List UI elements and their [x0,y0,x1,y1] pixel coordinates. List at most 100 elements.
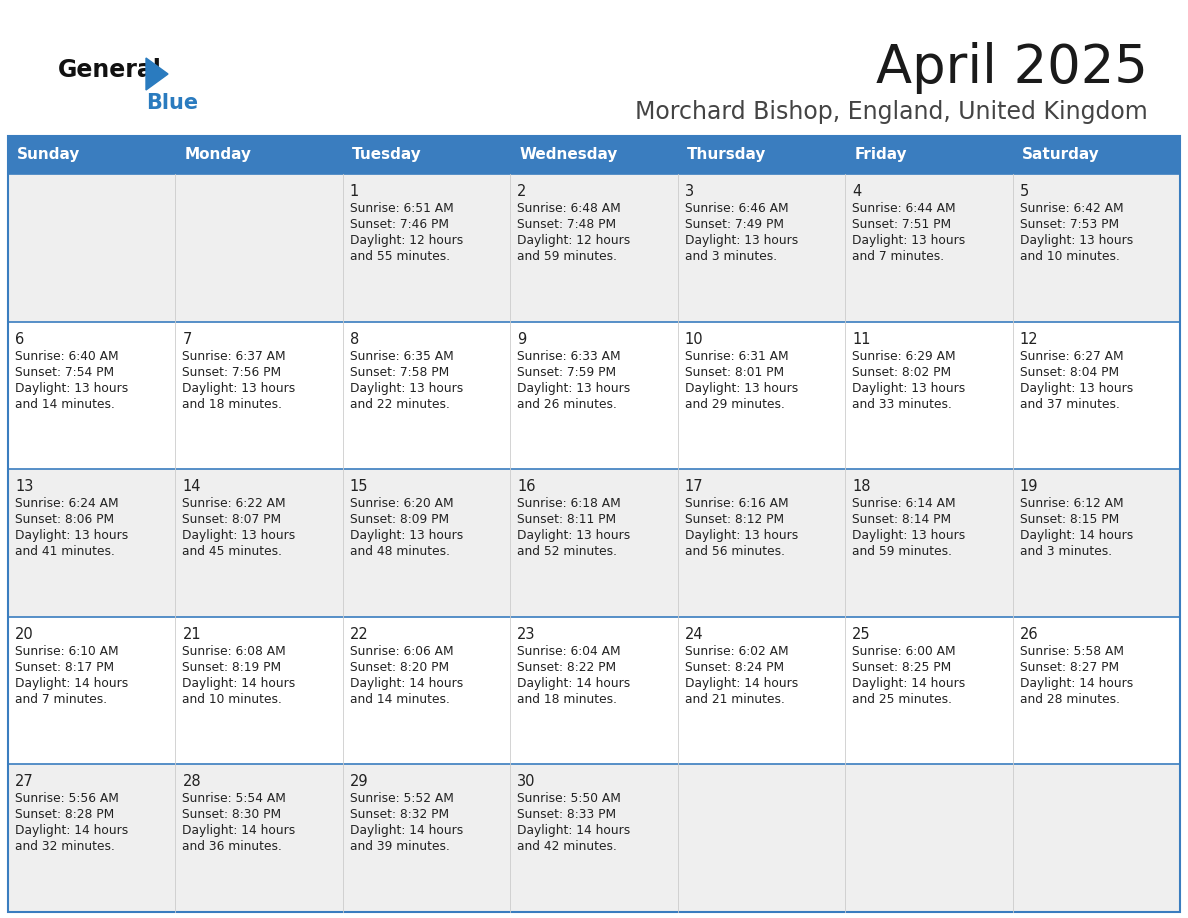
Text: Sunset: 8:25 PM: Sunset: 8:25 PM [852,661,952,674]
Text: Daylight: 13 hours: Daylight: 13 hours [349,529,463,543]
Text: and 32 minutes.: and 32 minutes. [15,840,115,854]
Text: and 3 minutes.: and 3 minutes. [684,250,777,263]
Polygon shape [146,58,168,90]
Text: 13: 13 [15,479,33,494]
Text: Daylight: 13 hours: Daylight: 13 hours [1019,234,1133,247]
Text: and 45 minutes.: and 45 minutes. [183,545,283,558]
Text: and 56 minutes.: and 56 minutes. [684,545,785,558]
Text: Sunset: 7:56 PM: Sunset: 7:56 PM [183,365,282,378]
Text: Sunset: 8:20 PM: Sunset: 8:20 PM [349,661,449,674]
Text: Sunrise: 5:50 AM: Sunrise: 5:50 AM [517,792,621,805]
Text: Sunset: 7:48 PM: Sunset: 7:48 PM [517,218,617,231]
Text: and 33 minutes.: and 33 minutes. [852,397,952,410]
Text: 7: 7 [183,331,191,347]
Text: 23: 23 [517,627,536,642]
Text: 26: 26 [1019,627,1038,642]
Text: Daylight: 14 hours: Daylight: 14 hours [852,677,966,689]
Text: and 55 minutes.: and 55 minutes. [349,250,450,263]
Text: and 28 minutes.: and 28 minutes. [1019,693,1119,706]
Text: Sunrise: 6:24 AM: Sunrise: 6:24 AM [15,498,119,510]
Text: Daylight: 13 hours: Daylight: 13 hours [183,382,296,395]
Text: and 10 minutes.: and 10 minutes. [1019,250,1119,263]
Text: Sunset: 7:59 PM: Sunset: 7:59 PM [517,365,617,378]
Text: 20: 20 [15,627,33,642]
Text: and 25 minutes.: and 25 minutes. [852,693,952,706]
Text: Sunset: 7:46 PM: Sunset: 7:46 PM [349,218,449,231]
Text: and 39 minutes.: and 39 minutes. [349,840,450,854]
Bar [8,469,1180,617]
Text: Sunrise: 6:16 AM: Sunrise: 6:16 AM [684,498,789,510]
Text: Sunset: 8:12 PM: Sunset: 8:12 PM [684,513,784,526]
Text: Sunrise: 6:33 AM: Sunrise: 6:33 AM [517,350,621,363]
Text: Daylight: 12 hours: Daylight: 12 hours [349,234,463,247]
Text: 25: 25 [852,627,871,642]
Text: Sunrise: 5:56 AM: Sunrise: 5:56 AM [15,792,119,805]
Text: Sunset: 8:15 PM: Sunset: 8:15 PM [1019,513,1119,526]
Text: and 7 minutes.: and 7 minutes. [15,693,107,706]
Text: Wednesday: Wednesday [519,148,618,162]
Text: and 7 minutes.: and 7 minutes. [852,250,944,263]
Text: Sunset: 8:11 PM: Sunset: 8:11 PM [517,513,617,526]
Text: Saturday: Saturday [1022,148,1099,162]
Text: and 52 minutes.: and 52 minutes. [517,545,618,558]
Text: and 29 minutes.: and 29 minutes. [684,397,784,410]
Text: and 26 minutes.: and 26 minutes. [517,397,617,410]
Text: Daylight: 14 hours: Daylight: 14 hours [1019,529,1133,543]
Text: 8: 8 [349,331,359,347]
Text: Sunrise: 6:48 AM: Sunrise: 6:48 AM [517,202,621,215]
Text: 11: 11 [852,331,871,347]
Text: Sunrise: 5:58 AM: Sunrise: 5:58 AM [1019,644,1124,658]
Text: Sunrise: 6:51 AM: Sunrise: 6:51 AM [349,202,454,215]
Text: 12: 12 [1019,331,1038,347]
Text: Sunrise: 6:00 AM: Sunrise: 6:00 AM [852,644,956,658]
Text: Sunset: 8:28 PM: Sunset: 8:28 PM [15,809,114,822]
Text: Daylight: 13 hours: Daylight: 13 hours [517,529,631,543]
Text: Daylight: 14 hours: Daylight: 14 hours [1019,677,1133,689]
Text: and 59 minutes.: and 59 minutes. [852,545,952,558]
Text: and 10 minutes.: and 10 minutes. [183,693,283,706]
Text: 3: 3 [684,184,694,199]
Text: Daylight: 14 hours: Daylight: 14 hours [349,824,463,837]
Text: and 14 minutes.: and 14 minutes. [349,693,450,706]
Text: 21: 21 [183,627,201,642]
Text: Daylight: 13 hours: Daylight: 13 hours [15,529,128,543]
Text: Daylight: 14 hours: Daylight: 14 hours [183,824,296,837]
Text: and 21 minutes.: and 21 minutes. [684,693,784,706]
Text: 15: 15 [349,479,368,494]
Text: Sunrise: 6:04 AM: Sunrise: 6:04 AM [517,644,621,658]
Text: Sunset: 8:09 PM: Sunset: 8:09 PM [349,513,449,526]
Text: Daylight: 13 hours: Daylight: 13 hours [684,529,798,543]
Text: Sunset: 8:14 PM: Sunset: 8:14 PM [852,513,952,526]
Text: Morchard Bishop, England, United Kingdom: Morchard Bishop, England, United Kingdom [636,100,1148,124]
Text: Sunrise: 6:02 AM: Sunrise: 6:02 AM [684,644,789,658]
Text: 22: 22 [349,627,368,642]
Text: Daylight: 14 hours: Daylight: 14 hours [349,677,463,689]
Text: Sunrise: 6:27 AM: Sunrise: 6:27 AM [1019,350,1123,363]
Text: and 22 minutes.: and 22 minutes. [349,397,450,410]
Text: Sunrise: 6:20 AM: Sunrise: 6:20 AM [349,498,454,510]
Text: and 36 minutes.: and 36 minutes. [183,840,283,854]
Text: Daylight: 13 hours: Daylight: 13 hours [684,234,798,247]
Text: Sunrise: 6:40 AM: Sunrise: 6:40 AM [15,350,119,363]
Text: Sunrise: 6:35 AM: Sunrise: 6:35 AM [349,350,454,363]
Text: 1: 1 [349,184,359,199]
Text: 28: 28 [183,775,201,789]
Text: Sunset: 7:53 PM: Sunset: 7:53 PM [1019,218,1119,231]
Text: Sunset: 8:02 PM: Sunset: 8:02 PM [852,365,952,378]
Text: and 37 minutes.: and 37 minutes. [1019,397,1119,410]
Text: Sunset: 7:49 PM: Sunset: 7:49 PM [684,218,784,231]
Bar [1012,136,1180,174]
Text: Daylight: 13 hours: Daylight: 13 hours [684,382,798,395]
Text: Sunday: Sunday [17,148,81,162]
Bar [677,136,845,174]
Text: Sunset: 7:58 PM: Sunset: 7:58 PM [349,365,449,378]
Text: General: General [58,58,162,82]
Bar [511,136,677,174]
Text: Sunset: 8:22 PM: Sunset: 8:22 PM [517,661,617,674]
Text: Sunrise: 6:29 AM: Sunrise: 6:29 AM [852,350,956,363]
Text: Daylight: 14 hours: Daylight: 14 hours [15,677,128,689]
Bar [8,321,1180,469]
Text: and 14 minutes.: and 14 minutes. [15,397,115,410]
Text: Sunset: 8:07 PM: Sunset: 8:07 PM [183,513,282,526]
Text: Sunrise: 6:08 AM: Sunrise: 6:08 AM [183,644,286,658]
